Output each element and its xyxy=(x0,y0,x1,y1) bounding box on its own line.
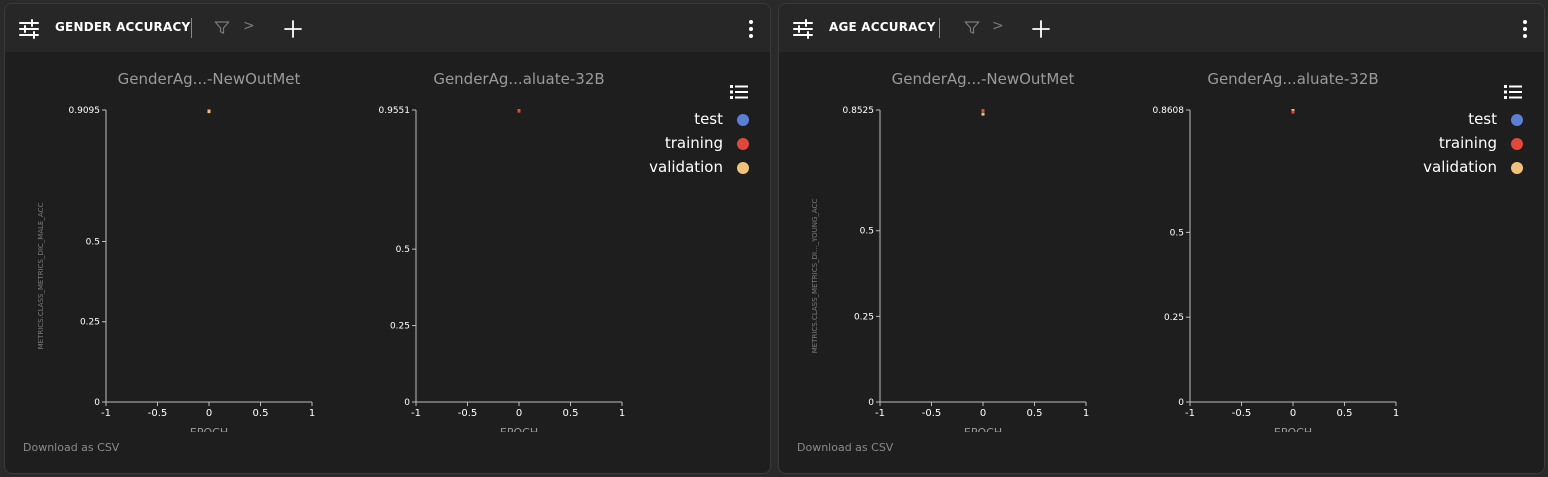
y-tick-label: 0.25 xyxy=(854,312,874,322)
legend-item-training[interactable]: training xyxy=(1399,134,1523,154)
age-accuracy-panel: AGE ACCURACY > GenderAg...-NewOutMet 0 0.2… xyxy=(778,3,1545,474)
y-tick-label: 0 xyxy=(868,398,874,408)
plot-title: GenderAg...-NewOutMet xyxy=(892,70,1075,88)
y-tick-label: 0 xyxy=(404,398,410,408)
legend-item-validation[interactable]: validation xyxy=(1399,158,1523,178)
x-tick-label: -1 xyxy=(101,408,111,419)
y-tick-label: 0.25 xyxy=(390,322,410,332)
y-tick-label: 0.25 xyxy=(80,318,100,328)
filter-icon[interactable] xyxy=(213,19,231,37)
x-axis-label: EPOCH xyxy=(190,426,228,432)
data-point-validation xyxy=(981,112,985,116)
x-tick-label: 1 xyxy=(1083,408,1089,419)
y-axis-label: METRICS.CLASS_METRICS_DIC_MALE_ACC xyxy=(37,203,45,350)
panel-title: AGE ACCURACY xyxy=(829,20,936,34)
x-tick-label: 1 xyxy=(309,408,315,419)
legend-label: validation xyxy=(649,158,723,176)
x-tick-label: 0.5 xyxy=(253,408,269,419)
legend-dot-test xyxy=(737,114,749,126)
header-divider xyxy=(191,18,192,38)
x-tick-label: 0 xyxy=(1290,408,1296,419)
sliders-icon[interactable] xyxy=(791,17,815,41)
plot-0: GenderAg...-NewOutMet 0 0.25 0.5 0.9095 -1 -0.… xyxy=(37,70,315,432)
download-csv-link[interactable]: Download as CSV xyxy=(797,441,894,454)
plot-title: GenderAg...-NewOutMet xyxy=(118,70,301,88)
legend-item-validation[interactable]: validation xyxy=(625,158,749,178)
legend-label: training xyxy=(1438,134,1497,152)
charts-area: GenderAg...-NewOutMet 0 0.25 0.5 0.9095 -1 -0.… xyxy=(37,70,626,432)
x-tick-label: -0.5 xyxy=(1232,408,1252,419)
header-divider xyxy=(939,18,940,38)
filter-icon[interactable] xyxy=(963,19,981,37)
x-tick-label: 0.5 xyxy=(563,408,579,419)
chevron-right-icon[interactable]: > xyxy=(243,18,255,34)
sliders-icon[interactable] xyxy=(17,17,41,41)
y-tick-label: 0.9095 xyxy=(69,106,101,116)
x-tick-label: 0.5 xyxy=(1027,408,1043,419)
panel-header: AGE ACCURACY > xyxy=(779,4,1544,52)
legend-label: test xyxy=(1468,110,1497,128)
legend-label: training xyxy=(664,134,723,152)
x-tick-label: -0.5 xyxy=(458,408,478,419)
legend-dot-training xyxy=(1511,138,1523,150)
legend-label: validation xyxy=(1423,158,1497,176)
legend-item-test[interactable]: test xyxy=(625,110,749,130)
list-icon[interactable] xyxy=(1504,84,1522,100)
plot-title: GenderAg...aluate-32B xyxy=(1207,70,1378,88)
data-point-validation xyxy=(207,110,211,114)
x-axis-label: EPOCH xyxy=(1274,426,1312,432)
legend-dot-validation xyxy=(737,162,749,174)
x-axis-label: EPOCH xyxy=(964,426,1002,432)
x-tick-label: 1 xyxy=(1393,408,1399,419)
y-tick-label: 0 xyxy=(1178,398,1184,408)
y-tick-label: 0.5 xyxy=(860,227,874,237)
charts-area: GenderAg...-NewOutMet 0 0.25 0.5 0.8525 -1 -0.… xyxy=(811,70,1400,432)
plot-0: GenderAg...-NewOutMet 0 0.25 0.5 0.8525 -1 -0.… xyxy=(811,70,1089,432)
x-tick-label: -0.5 xyxy=(922,408,942,419)
x-tick-label: -1 xyxy=(1185,408,1195,419)
x-tick-label: 0 xyxy=(516,408,522,419)
legend-dot-validation xyxy=(1511,162,1523,174)
plus-icon[interactable] xyxy=(281,17,305,41)
kebab-menu-icon[interactable] xyxy=(739,17,763,41)
legend-item-training[interactable]: training xyxy=(625,134,749,154)
gender-accuracy-panel: GENDER ACCURACY > GenderAg...-NewOutMet 0… xyxy=(4,3,771,474)
y-tick-label: 0 xyxy=(94,398,100,408)
y-tick-label: 0.8608 xyxy=(1153,106,1185,116)
data-point-validation xyxy=(1291,109,1295,112)
data-point-training xyxy=(981,109,985,112)
legend-label: test xyxy=(694,110,723,128)
x-axis-label: EPOCH xyxy=(500,426,538,432)
list-icon[interactable] xyxy=(730,84,748,100)
y-axis-label: METRICS.CLASS_METRICS_DI..._YOUNG_ACC xyxy=(811,199,819,354)
y-tick-label: 0.5 xyxy=(396,245,410,255)
data-point-training xyxy=(1291,110,1295,114)
y-tick-label: 0.5 xyxy=(86,237,100,247)
x-tick-label: 0.5 xyxy=(1337,408,1353,419)
x-tick-label: -0.5 xyxy=(148,408,168,419)
legend-dot-training xyxy=(737,138,749,150)
plot-1: GenderAg...aluate-32B 0 0.25 0.5 0.8608 -1 -0.… xyxy=(1153,70,1400,432)
download-csv-link[interactable]: Download as CSV xyxy=(23,441,120,454)
plot-1: GenderAg...aluate-32B 0 0.25 0.5 0.9551 -1 -0.… xyxy=(379,70,626,432)
plus-icon[interactable] xyxy=(1029,17,1053,41)
legend-item-test[interactable]: test xyxy=(1399,110,1523,130)
y-tick-label: 0.25 xyxy=(1164,313,1184,323)
legend-dot-test xyxy=(1511,114,1523,126)
x-tick-label: -1 xyxy=(411,408,421,419)
y-tick-label: 0.8525 xyxy=(843,106,875,116)
plot-title: GenderAg...aluate-32B xyxy=(433,70,604,88)
chevron-right-icon[interactable]: > xyxy=(992,18,1004,34)
x-tick-label: 0 xyxy=(206,408,212,419)
y-tick-label: 0.9551 xyxy=(379,106,411,116)
panel-title: GENDER ACCURACY xyxy=(55,20,191,34)
y-tick-label: 0.5 xyxy=(1170,228,1184,238)
panel-header: GENDER ACCURACY > xyxy=(5,4,770,52)
kebab-menu-icon[interactable] xyxy=(1513,17,1537,41)
data-point-training xyxy=(517,109,521,113)
x-tick-label: 0 xyxy=(980,408,986,419)
x-tick-label: 1 xyxy=(619,408,625,419)
x-tick-label: -1 xyxy=(875,408,885,419)
